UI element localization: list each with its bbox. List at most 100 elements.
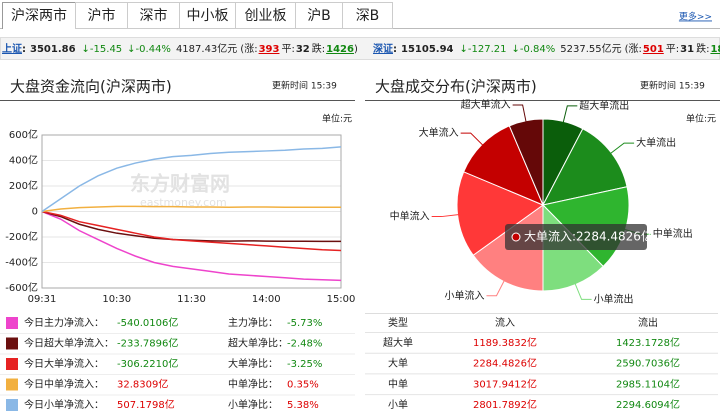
index-flat: 32 [296, 44, 310, 55]
legend-ratio: -3.25% [287, 359, 322, 370]
x-tick-label: 09:31 [28, 294, 57, 305]
table-cell: 超大单 [383, 336, 413, 349]
table-header: 流出 [638, 316, 658, 329]
index-flat-label: 平: [281, 44, 294, 55]
index-pct: ↓-0.44% [127, 44, 171, 55]
series-line [41, 146, 342, 213]
legend-ratio: 0.35% [287, 380, 319, 391]
series-line [41, 210, 342, 252]
table-cell: 中单 [388, 377, 408, 390]
legend-ratio-label: 大单净比： [228, 357, 278, 370]
tooltip-text: 大单流入:2284.4826亿 [524, 229, 653, 244]
legend-value: -306.2210亿 [117, 357, 178, 370]
pie-label: 超大单流出 [579, 99, 629, 112]
index-price: 3501.86 [30, 44, 76, 55]
pie-label: 超大单流入 [461, 98, 511, 111]
x-tick-label: 15:00 [327, 294, 356, 305]
y-tick-label: 0 [32, 207, 38, 218]
index-down[interactable]: 1426 [326, 44, 354, 55]
legend-swatch [6, 337, 18, 350]
y-tick-label: 600亿 [9, 128, 38, 141]
index-up[interactable]: 501 [643, 44, 664, 55]
index-change: ↓-127.21 [460, 44, 507, 55]
table-cell: 2801.7892亿 [473, 398, 537, 411]
index-pct: ↓-0.84% [512, 44, 556, 55]
watermark: 东方财富网 [130, 172, 230, 196]
index-price: 15105.94 [401, 44, 454, 55]
legend-ratio-label: 主力净比： [228, 316, 278, 329]
tooltip-dot [511, 232, 521, 242]
index-name[interactable]: 深证 [373, 42, 393, 55]
tab[interactable] [75, 2, 128, 29]
legend-label: 今日主力净流入： [24, 316, 104, 329]
x-tick-label: 11:30 [177, 294, 206, 305]
tab[interactable] [127, 2, 180, 29]
legend-swatch [6, 317, 18, 329]
pie-label: 中单流出 [653, 227, 693, 240]
table-cell: 2985.1104亿 [616, 377, 680, 390]
tab-label[interactable]: 深B [356, 8, 380, 24]
index-sep: : [393, 44, 397, 55]
pie-label: 大单流入 [419, 126, 459, 139]
tab-active-gap [3, 27, 75, 30]
table-cell: 1189.3832亿 [473, 336, 537, 349]
x-tick-label: 10:30 [102, 294, 131, 305]
legend-ratio: -2.48% [287, 339, 322, 350]
legend-swatch [6, 358, 18, 370]
index-sep: : [22, 44, 26, 55]
index-up-label: (涨: [625, 43, 642, 55]
legend-label: 今日大单净流入： [24, 357, 104, 370]
legend-ratio: -5.73% [287, 318, 322, 329]
index-change: ↓-15.45 [82, 44, 123, 55]
pie-leader [460, 132, 486, 148]
index-amount: 5237.55亿元 [560, 42, 621, 55]
y-tick-label: -400亿 [5, 256, 38, 269]
tab-label[interactable]: 中小板 [187, 8, 229, 24]
legend-value: 32.8309亿 [117, 378, 168, 391]
watermark-sub: eastmoney.com [140, 196, 227, 209]
table-cell: 小单 [388, 399, 408, 411]
pie-leader [607, 142, 635, 156]
legend-label: 今日超大单净流入： [24, 337, 114, 350]
series-line [41, 205, 341, 213]
table-cell: 2294.6094亿 [616, 398, 680, 411]
index-name[interactable]: 上证 [2, 42, 22, 55]
tooltip-box [505, 224, 647, 250]
table-cell: 3017.9412亿 [473, 377, 537, 390]
pie-label: 小单流入 [444, 289, 484, 302]
index-flat-label: 平: [666, 44, 679, 55]
index-close: ) [354, 44, 358, 55]
table-header: 类型 [388, 316, 408, 329]
index-up[interactable]: 393 [259, 44, 280, 55]
legend-ratio: 5.38% [287, 400, 319, 411]
index-down-label: 跌: [312, 42, 325, 55]
index-amount: 4187.43亿元 [176, 42, 237, 55]
legend-swatch [6, 378, 18, 391]
tab-label[interactable]: 沪B [307, 8, 331, 24]
pie-leader [512, 104, 528, 125]
legend-label: 今日中单净流入： [24, 378, 104, 391]
pie-leader [431, 213, 462, 218]
table-cell: 2590.7036亿 [616, 357, 680, 370]
legend-ratio-label: 中单净比： [228, 378, 278, 391]
legend-swatch [6, 399, 18, 411]
more-link[interactable]: 更多>> [679, 11, 712, 23]
index-down[interactable]: 1867 [710, 44, 720, 55]
tab-label[interactable]: 沪市 [88, 7, 116, 24]
tab-label[interactable]: 创业板 [245, 8, 287, 24]
legend-label: 今日小单净流入： [24, 398, 104, 411]
table-header: 流入 [495, 316, 515, 329]
pie-leader [562, 105, 578, 126]
table-cell: 大单 [388, 357, 408, 370]
y-tick-label: -200亿 [5, 230, 38, 243]
index-up-label: (涨: [240, 43, 257, 55]
legend-ratio-label: 超大单净比： [228, 337, 288, 350]
panel-title: 大盘资金流向(沪深两市) [10, 78, 172, 96]
tab-label[interactable]: 深市 [140, 7, 168, 24]
legend-ratio-label: 小单净比： [228, 398, 278, 411]
panel-title: 大盘成交分布(沪深两市) [375, 78, 537, 96]
table-cell: 2284.4826亿 [473, 357, 537, 370]
tab-label[interactable]: 沪深两市 [11, 7, 67, 24]
tab[interactable] [342, 2, 393, 29]
